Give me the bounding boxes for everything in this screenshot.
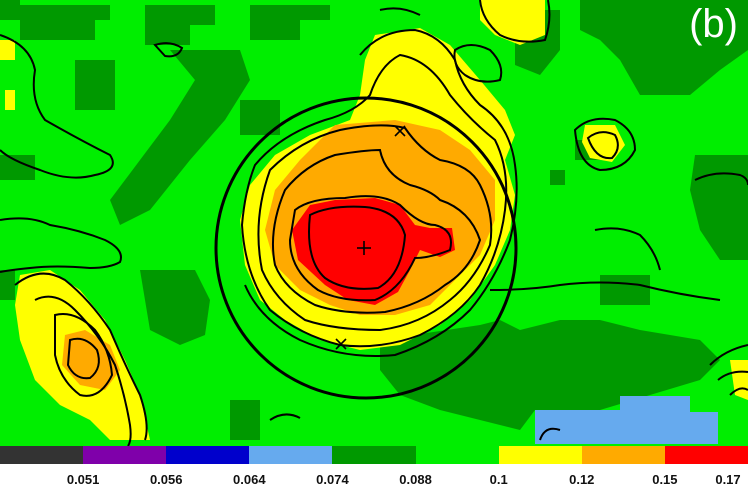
colorbar-tick-label: 0.17 [715,472,741,487]
colorbar-tick-label: 0.056 [149,472,183,487]
upper-x-marker [394,125,406,137]
colorbar-segment [0,446,84,464]
intensity-map [0,0,748,446]
colorbar-tick-labels: 0.051 0.056 0.064 0.074 0.088 0.1 0.12 0.15 0.17 [0,472,748,488]
colorbar-tick-label: 0.12 [569,472,595,487]
colorbar-segment [664,446,748,464]
colorbar-segment [581,446,665,464]
colorbar-tick-label: 0.1 [489,472,508,487]
panel-label: (b) [689,2,738,46]
colorbar-tick-label: 0.074 [316,472,349,487]
contour-lines [0,0,748,446]
red-regions [292,198,455,305]
aperture-circle [214,96,518,400]
colorbar-segment [166,446,250,464]
colorbar-segment [415,446,499,464]
colorbar-tick-label: 0.088 [399,472,432,487]
colorbar-segment [249,446,333,464]
colorbar [0,446,748,464]
colorbar-tick-label: 0.064 [233,472,266,487]
colorbar-segment [332,446,416,464]
colorbar-segment [498,446,582,464]
lower-x-marker [335,338,347,350]
colorbar-tick-label: 0.051 [66,472,100,487]
light-blue-region [535,396,718,444]
colorbar-tick-label: 0.15 [652,472,678,487]
colorbar-segment [83,446,167,464]
center-plus-marker [357,241,371,255]
